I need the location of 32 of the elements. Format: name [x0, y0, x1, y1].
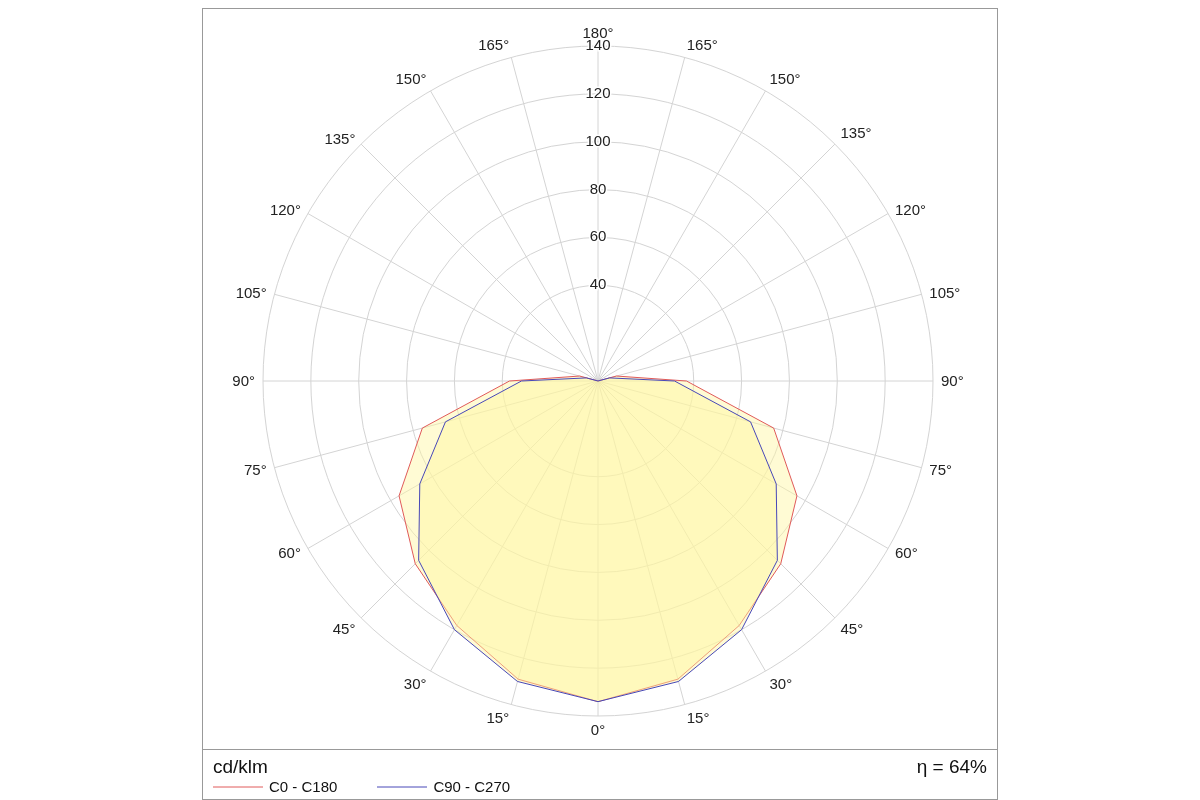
spoke-label: 45°	[840, 620, 864, 638]
spoke-label: 90°	[232, 372, 255, 390]
spoke-label: 60°	[895, 543, 918, 561]
spoke-label: 60°	[278, 543, 301, 561]
text: η = 64%	[916, 756, 987, 777]
spoke-label: 30°	[403, 674, 427, 692]
spoke-label: 120°	[269, 200, 301, 218]
spoke-label: 165°	[686, 35, 718, 53]
y-tick-label: 100	[585, 131, 611, 149]
spoke-label: 0°	[590, 720, 606, 738]
y-tick-label: 120	[585, 83, 611, 101]
y-tick-label: 40	[589, 275, 607, 293]
spoke-label: 90°	[941, 372, 964, 390]
spoke-label: 135°	[324, 129, 356, 147]
spoke-label: 75°	[929, 461, 952, 479]
spoke-label: 15°	[686, 708, 710, 726]
legend-label: C90 - C270	[433, 778, 511, 795]
spoke-label: 75°	[244, 461, 267, 479]
spoke-label: 105°	[235, 283, 267, 301]
spoke-label: 30°	[769, 674, 793, 692]
spoke-label: 45°	[332, 620, 356, 638]
spoke-label: 150°	[769, 69, 801, 87]
text: cd/klm	[213, 756, 268, 778]
spoke-label: 105°	[929, 283, 961, 301]
legend-label: C0 - C180	[269, 778, 338, 795]
y-tick-label: 60	[589, 227, 607, 245]
spoke-label: 120°	[895, 200, 927, 218]
spoke-label: 15°	[486, 708, 510, 726]
y-tick-label: 80	[589, 179, 607, 197]
spoke-label: 135°	[840, 124, 872, 142]
spoke-label: 150°	[395, 69, 427, 87]
spoke-label: 165°	[478, 35, 510, 53]
